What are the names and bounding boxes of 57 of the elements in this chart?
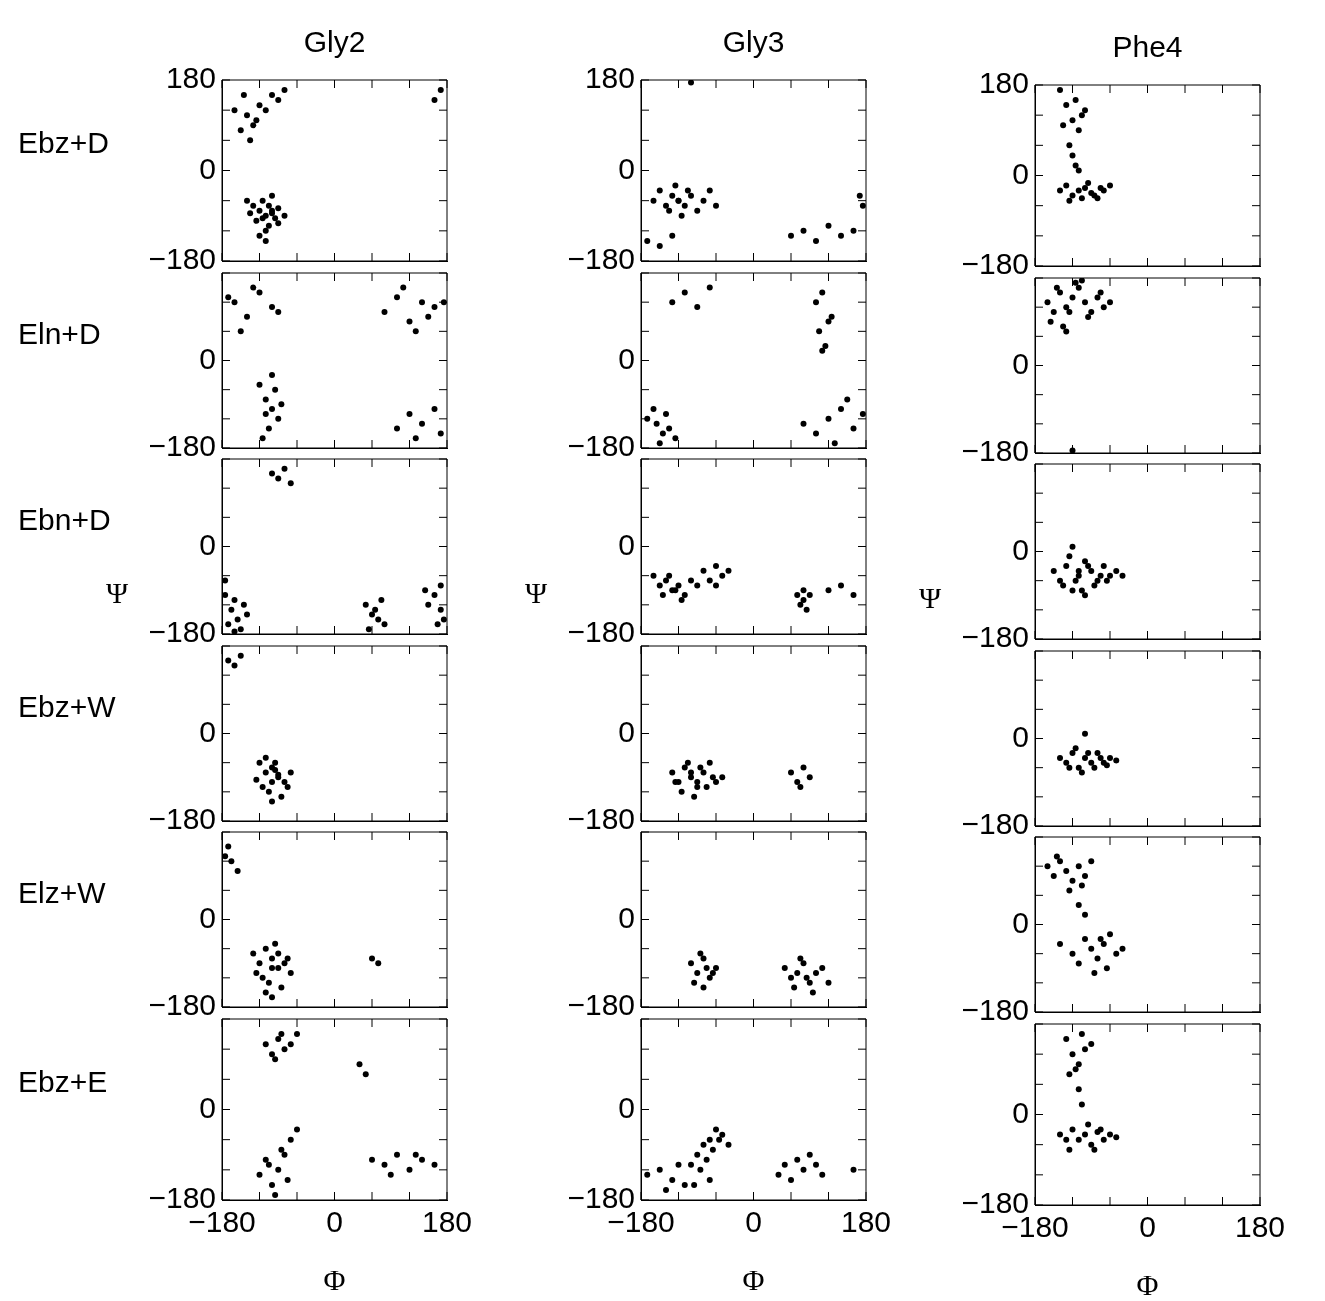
y-tick-label: −180 [567,428,635,462]
y-tick-label: 0 [618,1090,635,1124]
text: Elz+W [18,876,107,910]
y-axis-title: Ψ [524,576,548,610]
chart-title: Gly2 [303,25,366,59]
x-tick-label: 0 [326,1205,343,1239]
x-axis-title: Φ [323,1262,346,1296]
chart-title: Phe4 [1112,30,1183,64]
y-tick-label: 180 [978,66,1029,100]
y-tick-label: 0 [199,527,216,561]
y-tick-label: −180 [961,247,1029,281]
y-tick-label: −180 [567,988,635,1022]
y-axis-title: Ψ [105,576,129,610]
y-axis-title: Ψ [918,581,942,615]
x-tick-label: 180 [421,1205,473,1239]
x-axis-title: Φ [1136,1267,1159,1301]
y-tick-label: 0 [618,341,635,375]
y-tick-label: −180 [961,433,1029,467]
y-tick-label: −180 [148,988,216,1022]
y-tick-label: 0 [618,714,635,748]
y-tick-label: −180 [567,802,635,836]
y-tick-label: 0 [199,901,216,935]
x-tick-label: 0 [745,1205,762,1239]
y-tick-label: −180 [567,615,635,649]
y-tick-label: 180 [584,61,635,95]
y-tick-label: 0 [618,151,635,185]
y-tick-label: −180 [567,242,635,276]
y-tick-label: −180 [148,615,216,649]
y-tick-label: 180 [165,61,216,95]
text: Ebz+E [18,1065,108,1099]
chart-title: Gly3 [722,25,785,59]
text: Ebz+D [18,126,109,160]
x-tick-label: 180 [840,1205,892,1239]
y-tick-label: 0 [199,151,216,185]
y-tick-label: 0 [1012,346,1029,380]
x-axis-title: Φ [742,1262,765,1296]
text: Ebn+D [18,503,111,537]
y-tick-label: 0 [1012,1095,1029,1129]
y-tick-label: 0 [1012,156,1029,190]
y-tick-label: 0 [618,527,635,561]
text: Eln+D [18,316,101,350]
y-tick-label: 0 [199,341,216,375]
y-tick-label: −180 [961,807,1029,841]
x-tick-label: 0 [1139,1210,1156,1244]
x-tick-label: 180 [1234,1210,1286,1244]
y-tick-label: −180 [961,620,1029,654]
y-tick-label: 0 [1012,906,1029,940]
y-tick-label: −180 [148,428,216,462]
y-tick-label: −180 [148,242,216,276]
y-tick-label: 0 [1012,532,1029,566]
y-tick-label: 0 [199,1090,216,1124]
y-tick-label: 0 [618,901,635,935]
text: Ebz+W [18,690,117,724]
y-tick-label: −180 [148,802,216,836]
y-tick-label: 0 [199,714,216,748]
y-tick-label: 0 [1012,719,1029,753]
y-tick-label: −180 [961,993,1029,1027]
